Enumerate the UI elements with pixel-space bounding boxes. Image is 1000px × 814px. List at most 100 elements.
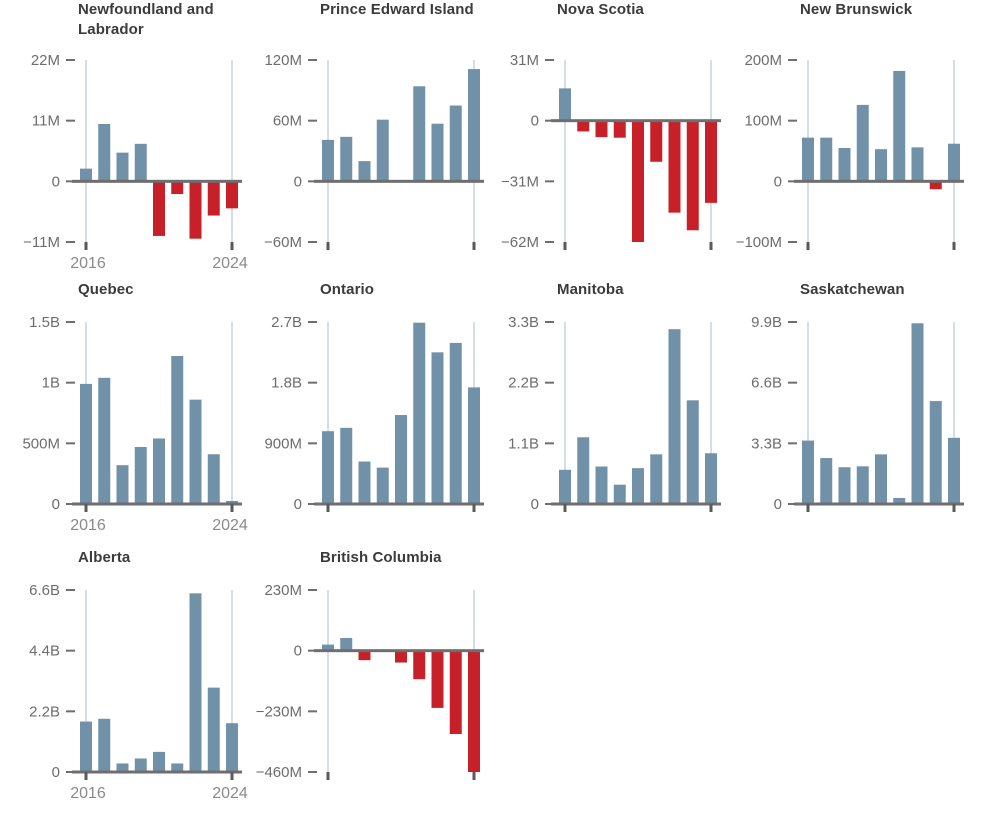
bar-2016 [80, 168, 92, 182]
y-tick-dash [788, 503, 797, 505]
panel-chart: 6.6B 4.4B 2.2B 0 2016 2024 [29, 582, 248, 802]
gridline-2016 [807, 322, 809, 504]
zero-line [314, 502, 484, 506]
panel-title: Nova Scotia [557, 1, 644, 18]
y-tick-label: 1B [42, 375, 60, 392]
bar-2021 [893, 497, 906, 504]
x-axis-tick [952, 504, 956, 512]
zero-line [72, 179, 242, 183]
panel-title: Newfoundland and Labrador [78, 1, 214, 39]
panel-title: Manitoba [557, 281, 624, 298]
bar-2022 [189, 399, 202, 504]
y-tick-label: 230M [264, 582, 302, 599]
y-tick-dash [788, 119, 797, 122]
bar-2016 [802, 137, 814, 182]
bar-2021 [413, 322, 426, 504]
y-tick-label: 3.3B [751, 435, 782, 452]
y-tick-dash [308, 771, 317, 773]
y-tick-dash [308, 649, 317, 652]
y-tick-label: 60M [273, 113, 302, 130]
zero-line [72, 502, 242, 506]
y-tick-dash [308, 381, 317, 384]
gridline-2024 [231, 322, 233, 504]
x-axis-tick [84, 242, 88, 250]
panel-chart: 31M 0 −31M −62M [501, 52, 721, 251]
y-tick-label: 1.5B [29, 314, 60, 331]
y-tick-dash [66, 503, 75, 505]
y-tick-label: −230M [256, 703, 302, 720]
y-tick-dash [308, 710, 317, 713]
bar-2023 [929, 181, 942, 190]
bar-2017 [98, 718, 111, 772]
y-tick-label: 500M [22, 435, 60, 452]
y-tick-label: 900M [264, 435, 302, 452]
y-tick-label: 1.8B [271, 375, 302, 392]
x-axis-tick [709, 242, 713, 250]
panel-title: Ontario [320, 281, 375, 298]
bar-2020 [632, 120, 644, 242]
y-tick-dash [545, 381, 554, 384]
gridline-2024 [710, 322, 712, 504]
y-tick-dash [308, 321, 317, 323]
y-tick-label: 100M [744, 113, 782, 130]
bar-2021 [650, 120, 663, 162]
x-axis-tick [472, 772, 476, 780]
bar-2016 [559, 88, 571, 121]
bar-2019 [856, 104, 869, 182]
y-tick-label: 0 [294, 173, 302, 190]
gridline-2016 [564, 60, 566, 242]
y-tick-label: 0 [294, 643, 302, 660]
x-axis-tick [563, 504, 567, 512]
y-tick-label: 6.6B [29, 582, 60, 599]
x-axis-tick [84, 772, 88, 780]
y-tick-label: 0 [52, 173, 60, 190]
bar-2016 [322, 139, 334, 182]
y-tick-label: 120M [264, 52, 302, 69]
gridline-2016 [85, 60, 87, 242]
bar-2023 [449, 650, 462, 735]
y-tick-dash [308, 180, 317, 183]
y-tick-label: 22M [31, 52, 60, 69]
y-tick-dash [308, 589, 317, 591]
y-tick-dash [66, 119, 75, 122]
bar-2021 [413, 86, 426, 182]
x-axis-tick [230, 242, 234, 250]
bar-2020 [153, 751, 165, 772]
bar-2022 [431, 650, 444, 708]
y-tick-label: 0 [52, 764, 60, 781]
y-tick-label: 4.4B [29, 643, 60, 660]
bar-2018 [116, 152, 129, 182]
y-tick-label: 2.2B [29, 703, 60, 720]
bar-2021 [650, 454, 663, 504]
bar-2021 [171, 355, 184, 504]
y-tick-dash [788, 321, 797, 323]
gridline-2016 [564, 322, 566, 504]
y-tick-label: 6.6B [751, 375, 782, 392]
panel-chart: 2.7B 1.8B 900M 0 [264, 314, 484, 513]
bar-2016 [80, 721, 92, 772]
y-tick-label: 0 [52, 496, 60, 513]
x-label-start: 2016 [70, 255, 106, 272]
panel-title: New Brunswick [800, 1, 913, 18]
x-label-end: 2024 [212, 255, 248, 272]
bar-2019 [613, 120, 626, 138]
bar-2022 [668, 329, 681, 504]
gridline-2024 [953, 322, 955, 504]
gridline-2016 [85, 590, 87, 772]
zero-line [314, 649, 484, 653]
x-axis-tick [84, 504, 88, 512]
y-tick-dash [308, 503, 317, 505]
y-tick-label: 31M [510, 52, 539, 69]
x-axis-tick [230, 772, 234, 780]
y-tick-dash [788, 381, 797, 384]
y-tick-label: 1.1B [508, 435, 539, 452]
panel-chart: 3.3B 2.2B 1.1B 0 [508, 314, 721, 513]
bar-2016 [80, 383, 92, 504]
bar-2017 [820, 137, 833, 182]
y-tick-dash [66, 710, 75, 713]
bar-2018 [358, 650, 371, 661]
panel-chart: 1.5B 1B 500M 0 2016 2024 [22, 314, 247, 534]
bar-2021 [413, 650, 426, 680]
bar-2021 [171, 181, 184, 195]
bar-2020 [395, 415, 407, 504]
